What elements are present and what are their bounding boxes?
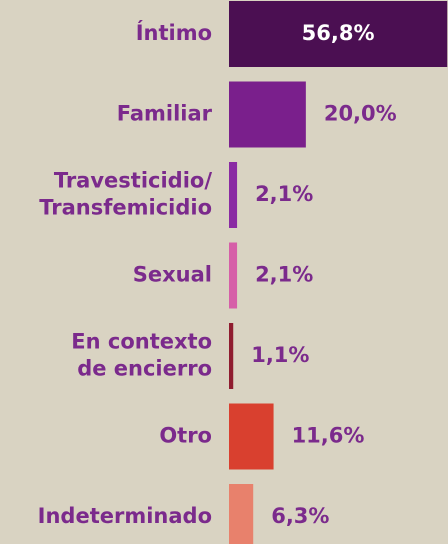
value-label: 6,3% [271,504,329,528]
category-label: Familiar [117,102,213,126]
category-label: Otro [159,424,212,448]
category-label-line: Íntimo [136,20,212,45]
bar [229,323,234,389]
bar [229,242,238,309]
bar [229,1,448,67]
bar [229,484,254,544]
category-label-line: de encierro [77,357,212,381]
category-label: En contexto de encierro [71,330,212,381]
category-label-line: Otro [159,424,212,448]
bar [229,162,238,228]
category-label: Íntimo [136,20,212,45]
value-label: 2,1% [255,263,313,287]
category-label-line: Familiar [117,102,213,126]
category-label-line: En contexto [71,330,212,354]
value-label: 20,0% [324,102,397,126]
value-label: 11,6% [292,424,365,448]
category-label-line: Indeterminado [38,504,212,528]
category-label-line: Sexual [133,263,212,287]
category-label: Indeterminado [38,504,212,528]
category-label-line: Travesticidio/ [54,169,213,193]
value-label: 56,8% [302,21,375,45]
value-label: 2,1% [255,182,313,206]
value-label: 1,1% [251,343,309,367]
category-label-line: Transfemicidio [39,196,212,220]
category-label: Travesticidio/Transfemicidio [39,169,212,220]
bar [229,403,274,470]
category-label: Sexual [133,263,212,287]
bar [229,81,306,148]
